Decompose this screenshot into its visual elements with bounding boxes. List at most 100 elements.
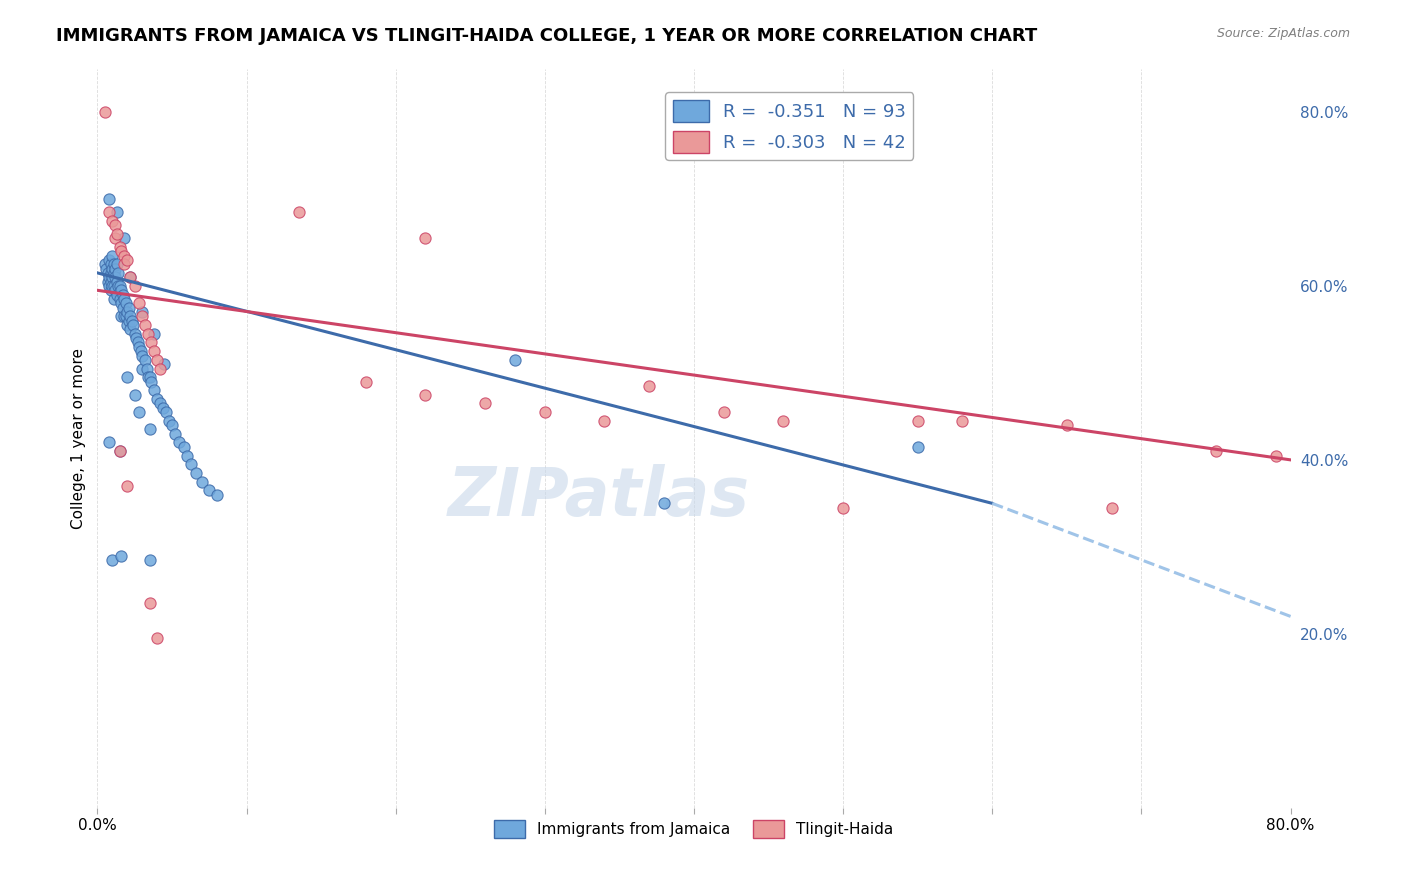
Point — [474, 396, 496, 410]
Point — [108, 444, 131, 458]
Point — [131, 305, 153, 319]
Point — [135, 361, 157, 376]
Point — [94, 105, 117, 120]
Point — [100, 283, 122, 297]
Point — [111, 301, 134, 315]
Point — [112, 248, 135, 262]
Point — [128, 340, 150, 354]
Point — [169, 435, 191, 450]
Point — [184, 466, 207, 480]
Point — [593, 414, 616, 428]
Point — [103, 257, 125, 271]
Point — [101, 261, 124, 276]
Point — [907, 440, 929, 454]
Point — [124, 279, 146, 293]
Point — [134, 318, 156, 332]
Point — [180, 457, 202, 471]
Point — [131, 361, 153, 376]
Point — [110, 549, 132, 563]
Point — [163, 426, 186, 441]
Point — [772, 414, 794, 428]
Point — [124, 326, 146, 341]
Point — [138, 596, 160, 610]
Point — [114, 310, 136, 324]
Point — [907, 414, 929, 428]
Point — [149, 396, 172, 410]
Point — [104, 283, 127, 297]
Point — [103, 279, 125, 293]
Point — [1205, 444, 1227, 458]
Point — [115, 305, 138, 319]
Text: ZIPatlas: ZIPatlas — [447, 464, 749, 530]
Point — [98, 192, 121, 206]
Point — [110, 296, 132, 310]
Point — [128, 405, 150, 419]
Point — [103, 266, 125, 280]
Point — [503, 352, 526, 367]
Point — [110, 244, 132, 259]
Point — [108, 292, 131, 306]
Point — [143, 384, 166, 398]
Point — [139, 335, 162, 350]
Point — [115, 370, 138, 384]
Point — [105, 287, 128, 301]
Point — [173, 440, 195, 454]
Point — [149, 361, 172, 376]
Point — [638, 379, 661, 393]
Point — [112, 231, 135, 245]
Point — [176, 449, 198, 463]
Point — [94, 257, 117, 271]
Point — [110, 283, 132, 297]
Point — [96, 261, 118, 276]
Point — [533, 405, 555, 419]
Point — [107, 266, 129, 280]
Point — [136, 326, 159, 341]
Point — [155, 405, 177, 419]
Point — [139, 375, 162, 389]
Point — [120, 270, 142, 285]
Point — [134, 352, 156, 367]
Point — [105, 205, 128, 219]
Point — [105, 227, 128, 241]
Point — [152, 401, 174, 415]
Point — [98, 270, 121, 285]
Point — [118, 301, 141, 315]
Point — [146, 392, 169, 406]
Point — [118, 314, 141, 328]
Point — [108, 240, 131, 254]
Point — [108, 444, 131, 458]
Point — [100, 266, 122, 280]
Point — [101, 248, 124, 262]
Point — [124, 387, 146, 401]
Point — [354, 375, 377, 389]
Point — [1264, 449, 1286, 463]
Point — [100, 275, 122, 289]
Point — [138, 370, 160, 384]
Point — [104, 231, 127, 245]
Point — [153, 357, 176, 371]
Point — [97, 266, 120, 280]
Point — [105, 257, 128, 271]
Point — [98, 435, 121, 450]
Point — [108, 279, 131, 293]
Point — [205, 488, 228, 502]
Point — [415, 231, 437, 245]
Point — [104, 270, 127, 285]
Point — [115, 252, 138, 267]
Point — [122, 318, 145, 332]
Y-axis label: College, 1 year or more: College, 1 year or more — [72, 348, 86, 529]
Point — [101, 279, 124, 293]
Point — [146, 352, 169, 367]
Point — [143, 344, 166, 359]
Point — [415, 387, 437, 401]
Point — [110, 310, 132, 324]
Point — [138, 553, 160, 567]
Point — [114, 296, 136, 310]
Point — [115, 318, 138, 332]
Point — [107, 279, 129, 293]
Point — [128, 296, 150, 310]
Point — [143, 326, 166, 341]
Point — [832, 500, 855, 515]
Point — [1101, 500, 1123, 515]
Point — [97, 275, 120, 289]
